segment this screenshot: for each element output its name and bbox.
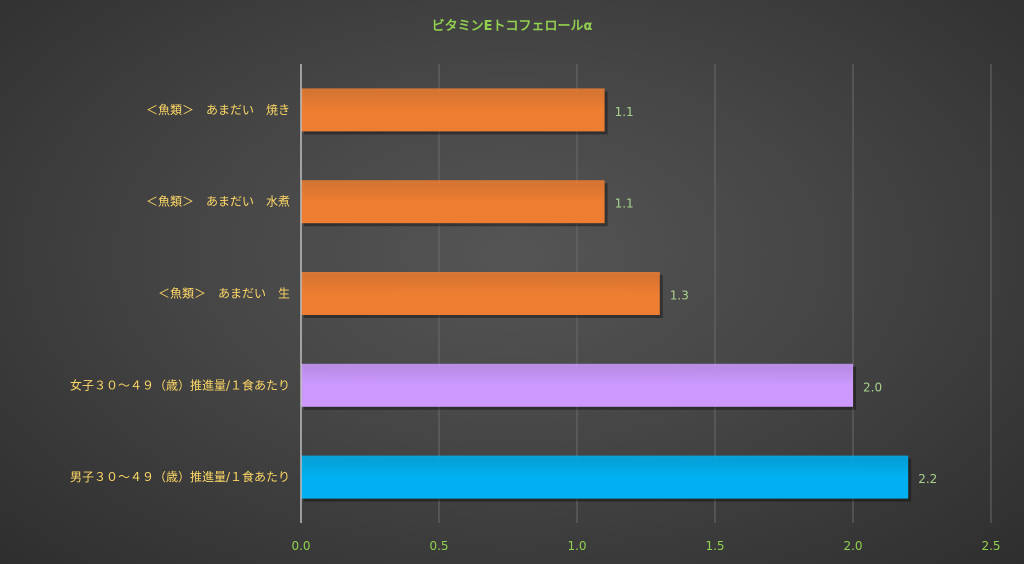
data-labels: 1.1 1.1 1.3 2.0 2.2 <box>615 105 938 486</box>
data-label: 2.0 <box>863 380 882 394</box>
category-label: 女子３０～４９（歳）推進量/１食あたり <box>70 377 290 392</box>
x-tick-label: 1.5 <box>705 539 724 553</box>
category-label: ＜魚類＞ あまだい 焼き <box>146 103 290 117</box>
x-tick-label: 2.0 <box>843 539 862 553</box>
bar <box>301 88 605 132</box>
chart-title: ビタミンEトコフェロールα <box>432 18 593 34</box>
x-tick-label: 0.0 <box>291 539 310 553</box>
x-tick-labels: 0.0 0.5 1.0 1.5 2.0 2.5 <box>291 539 1000 553</box>
data-label: 2.2 <box>918 472 937 486</box>
category-label: ＜魚類＞ あまだい 水煮 <box>146 195 290 209</box>
bar <box>301 363 853 407</box>
category-labels: ＜魚類＞ あまだい 焼き ＜魚類＞ あまだい 水煮 ＜魚類＞ あまだい 生女子３０～… <box>70 103 290 484</box>
x-tick-label: 2.5 <box>981 539 1000 553</box>
x-tick-label: 1.0 <box>567 539 586 553</box>
category-label: 男子３０～４９（歳）推進量/１食あたり <box>70 469 290 484</box>
x-tick-label: 0.5 <box>429 539 448 553</box>
data-label: 1.1 <box>615 197 634 211</box>
data-label: 1.1 <box>615 105 634 119</box>
data-label: 1.3 <box>670 289 689 303</box>
bar <box>301 180 605 224</box>
bars <box>301 88 912 502</box>
bar <box>301 455 909 499</box>
bar <box>301 272 660 315</box>
category-label: ＜魚類＞ あまだい 生 <box>158 287 290 301</box>
gridlines <box>438 64 992 523</box>
